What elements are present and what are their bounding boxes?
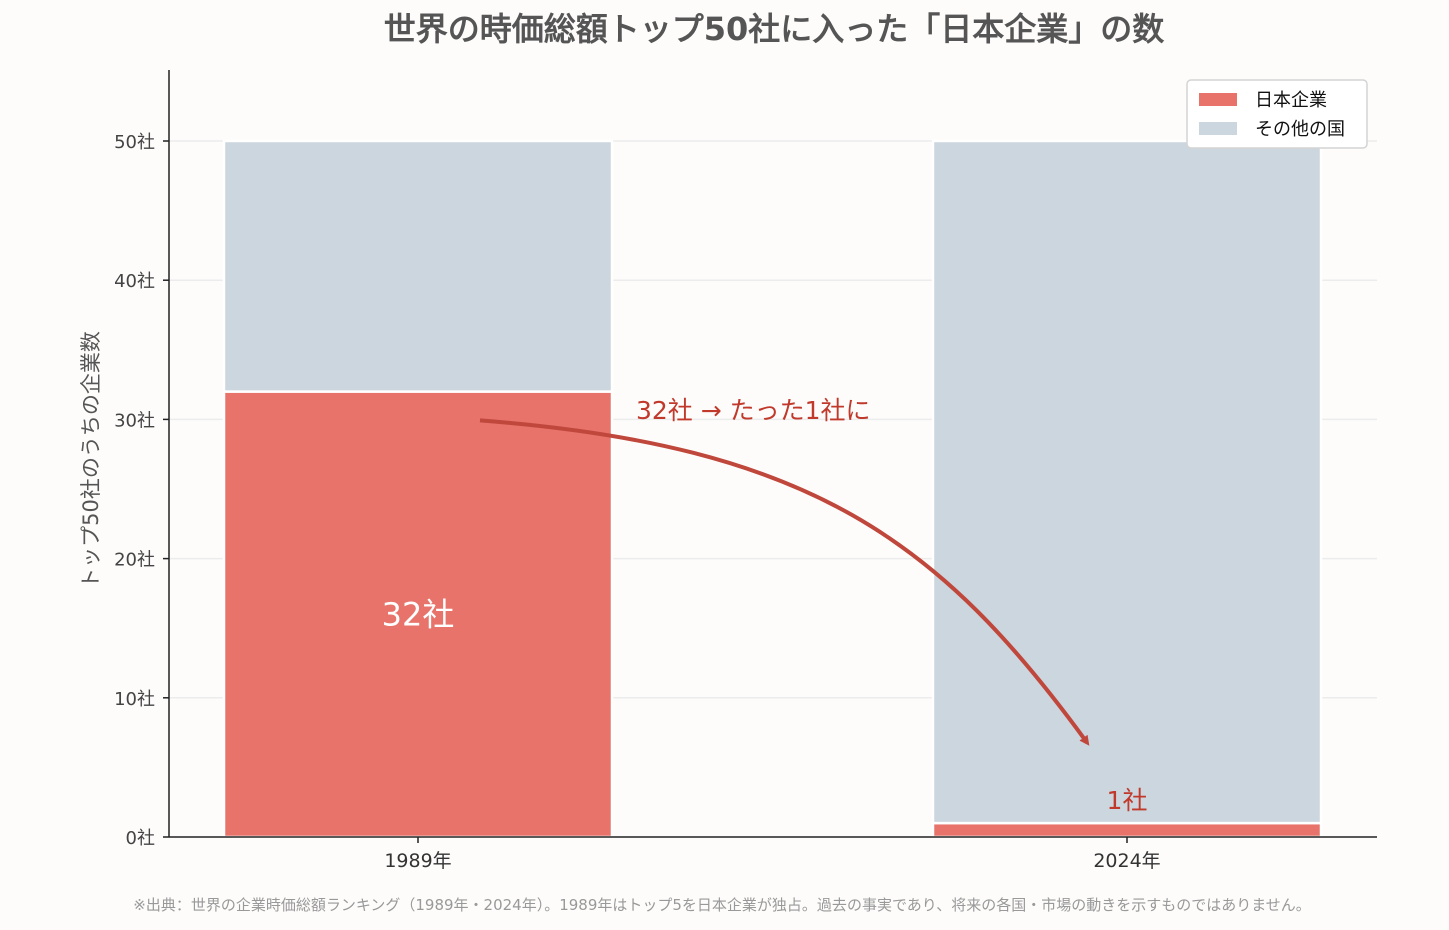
annotation-text: 32社 → たった1社に — [636, 396, 871, 425]
annotation-arrow — [479, 418, 1090, 746]
legend-label-0: 日本企業 — [1255, 90, 1327, 111]
bars — [222, 139, 1323, 839]
legend-label-1: その他の国 — [1255, 119, 1345, 140]
y-tick-label-0: 0社 — [126, 828, 155, 849]
y-tick-label-40: 40社 — [114, 271, 155, 292]
x-tick-labels: 1989年 2024年 — [384, 837, 1161, 872]
bar-0-0 — [222, 390, 614, 839]
bar-label-1: 1社 — [1107, 786, 1148, 815]
y-tick-label-20: 20社 — [114, 550, 155, 571]
legend-swatch-0 — [1199, 93, 1237, 106]
legend-swatch-1 — [1199, 122, 1237, 135]
x-tick-label-0: 1989年 — [384, 850, 451, 872]
y-tick-labels: 0社 10社 20社 30社 40社 50社 — [114, 132, 169, 849]
axes — [168, 70, 1377, 838]
y-axis-label: トップ50社のうちの企業数 — [79, 331, 103, 589]
y-tick-label-30: 30社 — [114, 410, 155, 431]
bar-label-0: 32社 — [382, 595, 455, 633]
chart-title: 世界の時価総額トップ50社に入った「日本企業」の数 — [384, 10, 1166, 48]
x-tick-label-1: 2024年 — [1093, 850, 1160, 872]
y-tick-label-50: 50社 — [114, 132, 155, 153]
bar-1-1 — [931, 139, 1323, 825]
bar-labels: 32社 1社 — [382, 595, 1148, 815]
source-note: ※出典：世界の企業時価総額ランキング（1989年・2024年）。1989年はトッ… — [133, 896, 1311, 914]
bar-1-0 — [931, 821, 1323, 839]
y-tick-label-10: 10社 — [114, 689, 155, 710]
bar-0-1 — [222, 139, 614, 393]
